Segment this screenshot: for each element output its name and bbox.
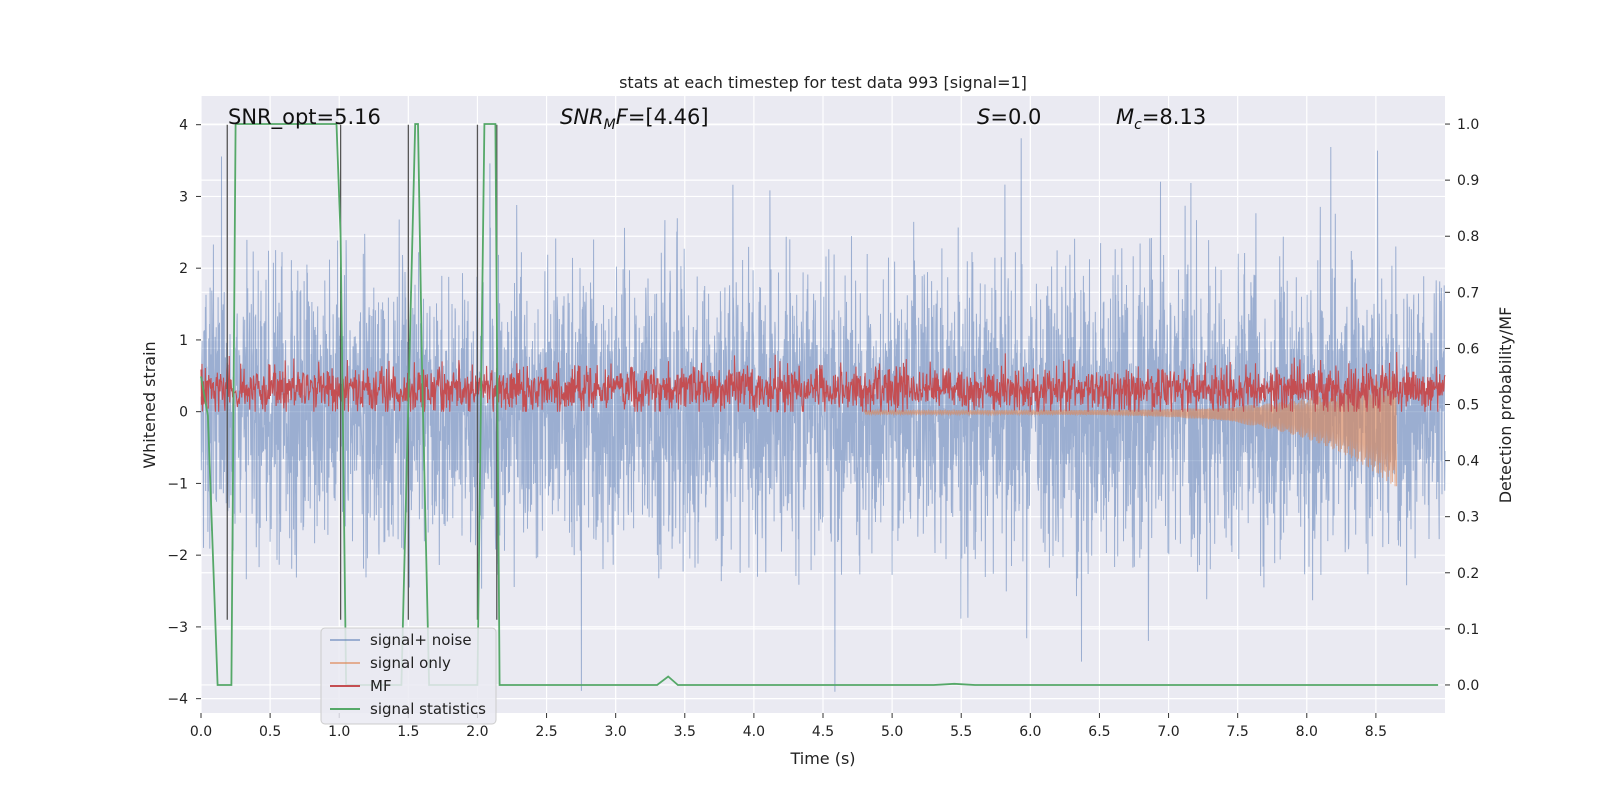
legend-box (320, 627, 497, 725)
x-tick-label: 1.0 (328, 724, 350, 740)
y-tick-label-right: 0.5 (1457, 398, 1479, 414)
x-tick-label: 2.5 (535, 724, 557, 740)
x-tick-label: 4.5 (812, 724, 834, 740)
y-tick-label: −2 (167, 548, 188, 564)
y-tick-label-right: 0.1 (1457, 622, 1479, 638)
x-tick-label: 5.0 (881, 724, 903, 740)
legend-label-mf: MF (370, 677, 392, 695)
x-tick-label: 4.0 (743, 724, 765, 740)
x-tick-label: 5.5 (950, 724, 972, 740)
annotation-snr-mf-main: SNR (560, 105, 604, 129)
annotation-s-main: S (977, 105, 990, 129)
y-tick-label: −3 (167, 620, 188, 636)
annotation-s: S=0.0 (977, 105, 1041, 129)
axes: 0.0 0.5 1.0 1.5 2.0 2.5 3.0 3.5 4.0 4.5 5.0 5.5 6.0 6… (167, 117, 1479, 740)
y-tick-label: 0 (179, 405, 188, 421)
series-signal-only (864, 374, 1398, 487)
annotation-snr-mf-sub: M (604, 117, 616, 133)
x-tick-label: 3.0 (605, 724, 627, 740)
y-tick-label: −4 (167, 692, 188, 708)
legend-label-signal-only: signal only (370, 654, 451, 672)
annotation-snr-mf-tail: F (616, 105, 629, 129)
signal-statistics-line (200, 123, 1439, 686)
annotation-mc: Mc=8.13 (1116, 105, 1206, 133)
y-tick-label-right: 0.7 (1457, 285, 1479, 301)
y-tick-label: 1 (179, 333, 188, 349)
y-axis-label: Whitened strain (140, 341, 159, 468)
x-axis-label: Time (s) (789, 749, 855, 768)
signal-only-line (864, 374, 1398, 487)
y-tick-label-right: 0.6 (1457, 341, 1479, 357)
legend-label-signal-noise: signal+ noise (370, 631, 472, 649)
x-tick-label: 3.5 (674, 724, 696, 740)
y-tick-label-right: 0.2 (1457, 566, 1479, 582)
annotation-snr-opt: SNR_opt=5.16 (228, 105, 381, 130)
x-tick-label: 6.0 (1019, 724, 1041, 740)
annotation-snr-mf-value: =[4.46] (628, 105, 709, 129)
y-tick-label: 3 (179, 189, 188, 205)
y-tick-label: 4 (179, 118, 188, 134)
y-axis-label-right: Detection probability/MF (1496, 307, 1515, 504)
y-tick-label: −1 (167, 476, 188, 492)
series-signal-statistics (200, 123, 1439, 686)
x-tick-label: 2.0 (466, 724, 488, 740)
x-tick-label: 0.0 (190, 724, 212, 740)
annotation-mc-main: M (1116, 105, 1134, 129)
y-tick-label: 2 (179, 261, 188, 277)
chart-title: stats at each timestep for test data 993… (619, 73, 1027, 92)
annotation-s-value: =0.0 (990, 105, 1041, 129)
legend: signal+ noise signal only MF signal stat… (320, 627, 497, 725)
annotation-snr-mf: SNRMF=[4.46] (560, 105, 709, 133)
legend-label-signal-statistics: signal statistics (370, 700, 486, 718)
x-tick-label: 8.5 (1365, 724, 1387, 740)
y-tick-label-right: 1.0 (1457, 117, 1479, 133)
x-tick-label: 6.5 (1088, 724, 1110, 740)
x-tick-label: 1.5 (397, 724, 419, 740)
y-tick-label-right: 0.3 (1457, 510, 1479, 526)
annotation-mc-value: =8.13 (1142, 105, 1206, 129)
y-tick-label-right: 0.4 (1457, 454, 1479, 470)
y-tick-label-right: 0.9 (1457, 173, 1479, 189)
x-tick-label: 8.0 (1296, 724, 1318, 740)
x-tick-label: 7.0 (1157, 724, 1179, 740)
y-tick-label-right: 0.8 (1457, 229, 1479, 245)
x-tick-label: 0.5 (259, 724, 281, 740)
y-tick-label-right: 0.0 (1457, 678, 1479, 694)
annotation-mc-sub: c (1134, 117, 1142, 133)
x-tick-label: 7.5 (1227, 724, 1249, 740)
